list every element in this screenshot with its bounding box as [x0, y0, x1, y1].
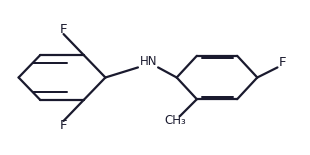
Text: F: F [60, 23, 67, 36]
Text: F: F [278, 55, 286, 69]
Text: F: F [60, 119, 67, 132]
Text: HN: HN [140, 55, 157, 68]
Text: CH₃: CH₃ [164, 114, 186, 127]
